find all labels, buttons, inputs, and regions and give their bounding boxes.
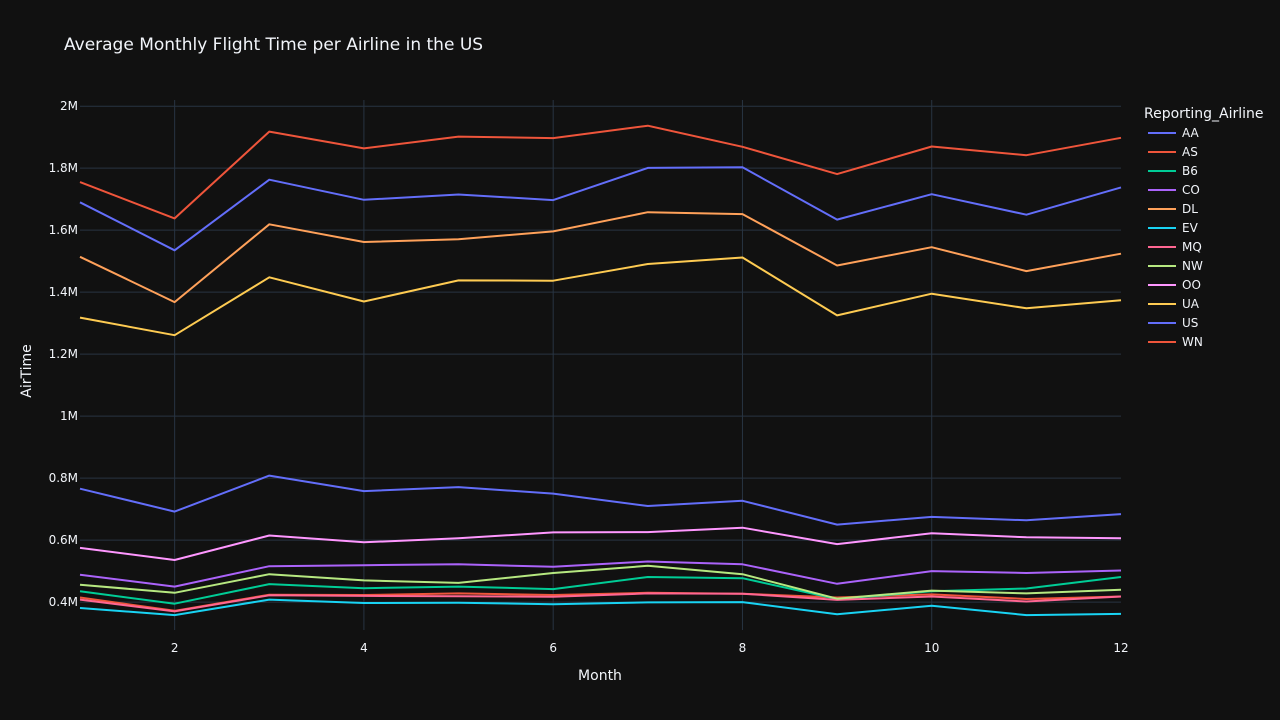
- y-tick-label: 1M: [60, 409, 78, 423]
- legend-label: UA: [1182, 297, 1200, 311]
- y-tick-label: 1.6M: [49, 223, 78, 237]
- x-axis-title: Month: [578, 668, 622, 684]
- legend-label: US: [1182, 316, 1198, 330]
- chart-title: Average Monthly Flight Time per Airline …: [64, 35, 483, 55]
- series-line-nw: [79, 564, 1122, 600]
- legend-item-mq[interactable]: MQ: [1148, 240, 1202, 254]
- x-tick-label: 4: [360, 641, 368, 655]
- x-tick-label: 6: [549, 641, 557, 655]
- legend-label: B6: [1182, 164, 1198, 178]
- legend-item-oo[interactable]: OO: [1148, 278, 1201, 292]
- x-tick-label: 2: [171, 641, 179, 655]
- legend-label: AS: [1182, 145, 1198, 159]
- x-tick-label: 10: [924, 641, 939, 655]
- legend-item-us[interactable]: US: [1148, 316, 1198, 330]
- legend-title: Reporting_Airline: [1144, 106, 1264, 122]
- legend-item-co[interactable]: CO: [1148, 183, 1200, 197]
- legend-label: MQ: [1182, 240, 1202, 254]
- legend-item-as[interactable]: AS: [1148, 145, 1198, 159]
- y-tick-label: 1.4M: [49, 285, 78, 299]
- legend-item-aa[interactable]: AA: [1148, 126, 1200, 140]
- y-tick-label: 0.4M: [49, 595, 78, 609]
- y-tick-label: 0.8M: [49, 471, 78, 485]
- y-tick-label: 2M: [60, 99, 78, 113]
- y-tick-label: 0.6M: [49, 533, 78, 547]
- legend-item-nw[interactable]: NW: [1148, 259, 1203, 273]
- legend-label: WN: [1182, 335, 1203, 349]
- legend-item-b6[interactable]: B6: [1148, 164, 1198, 178]
- legend-label: OO: [1182, 278, 1201, 292]
- legend: Reporting_Airline AA AS B6 CO DL EV MQ NW OO UA US…: [1144, 106, 1264, 349]
- series-line-ua: [79, 256, 1122, 337]
- series-line-wn: [79, 124, 1122, 220]
- series-line-co: [79, 560, 1122, 588]
- legend-item-ua[interactable]: UA: [1148, 297, 1200, 311]
- legend-item-ev[interactable]: EV: [1148, 221, 1199, 235]
- legend-item-dl[interactable]: DL: [1148, 202, 1198, 216]
- x-tick-label: 12: [1113, 641, 1128, 655]
- legend-label: NW: [1182, 259, 1203, 273]
- x-tick-label: 8: [739, 641, 747, 655]
- legend-item-wn[interactable]: WN: [1148, 335, 1203, 349]
- series-line-oo: [79, 526, 1122, 561]
- y-axis-title: AirTime: [19, 344, 35, 397]
- series-line-ev: [79, 598, 1122, 617]
- series-line-aa: [79, 166, 1122, 252]
- legend-label: AA: [1182, 126, 1200, 140]
- series-line-mq: [79, 592, 1122, 613]
- y-tick-label: 1.8M: [49, 161, 78, 175]
- y-tick-label: 1.2M: [49, 347, 78, 361]
- legend-label: DL: [1182, 202, 1198, 216]
- legend-label: EV: [1182, 221, 1199, 235]
- axis-ticks: 0.4M 0.6M 0.8M 1M 1.2M 1.4M 1.6M 1.8M 2M 2 4 6 8 10 12: [49, 99, 1129, 655]
- series-lines: [79, 124, 1122, 617]
- series-line-us: [79, 474, 1122, 526]
- legend-label: CO: [1182, 183, 1200, 197]
- series-line-dl: [79, 211, 1122, 304]
